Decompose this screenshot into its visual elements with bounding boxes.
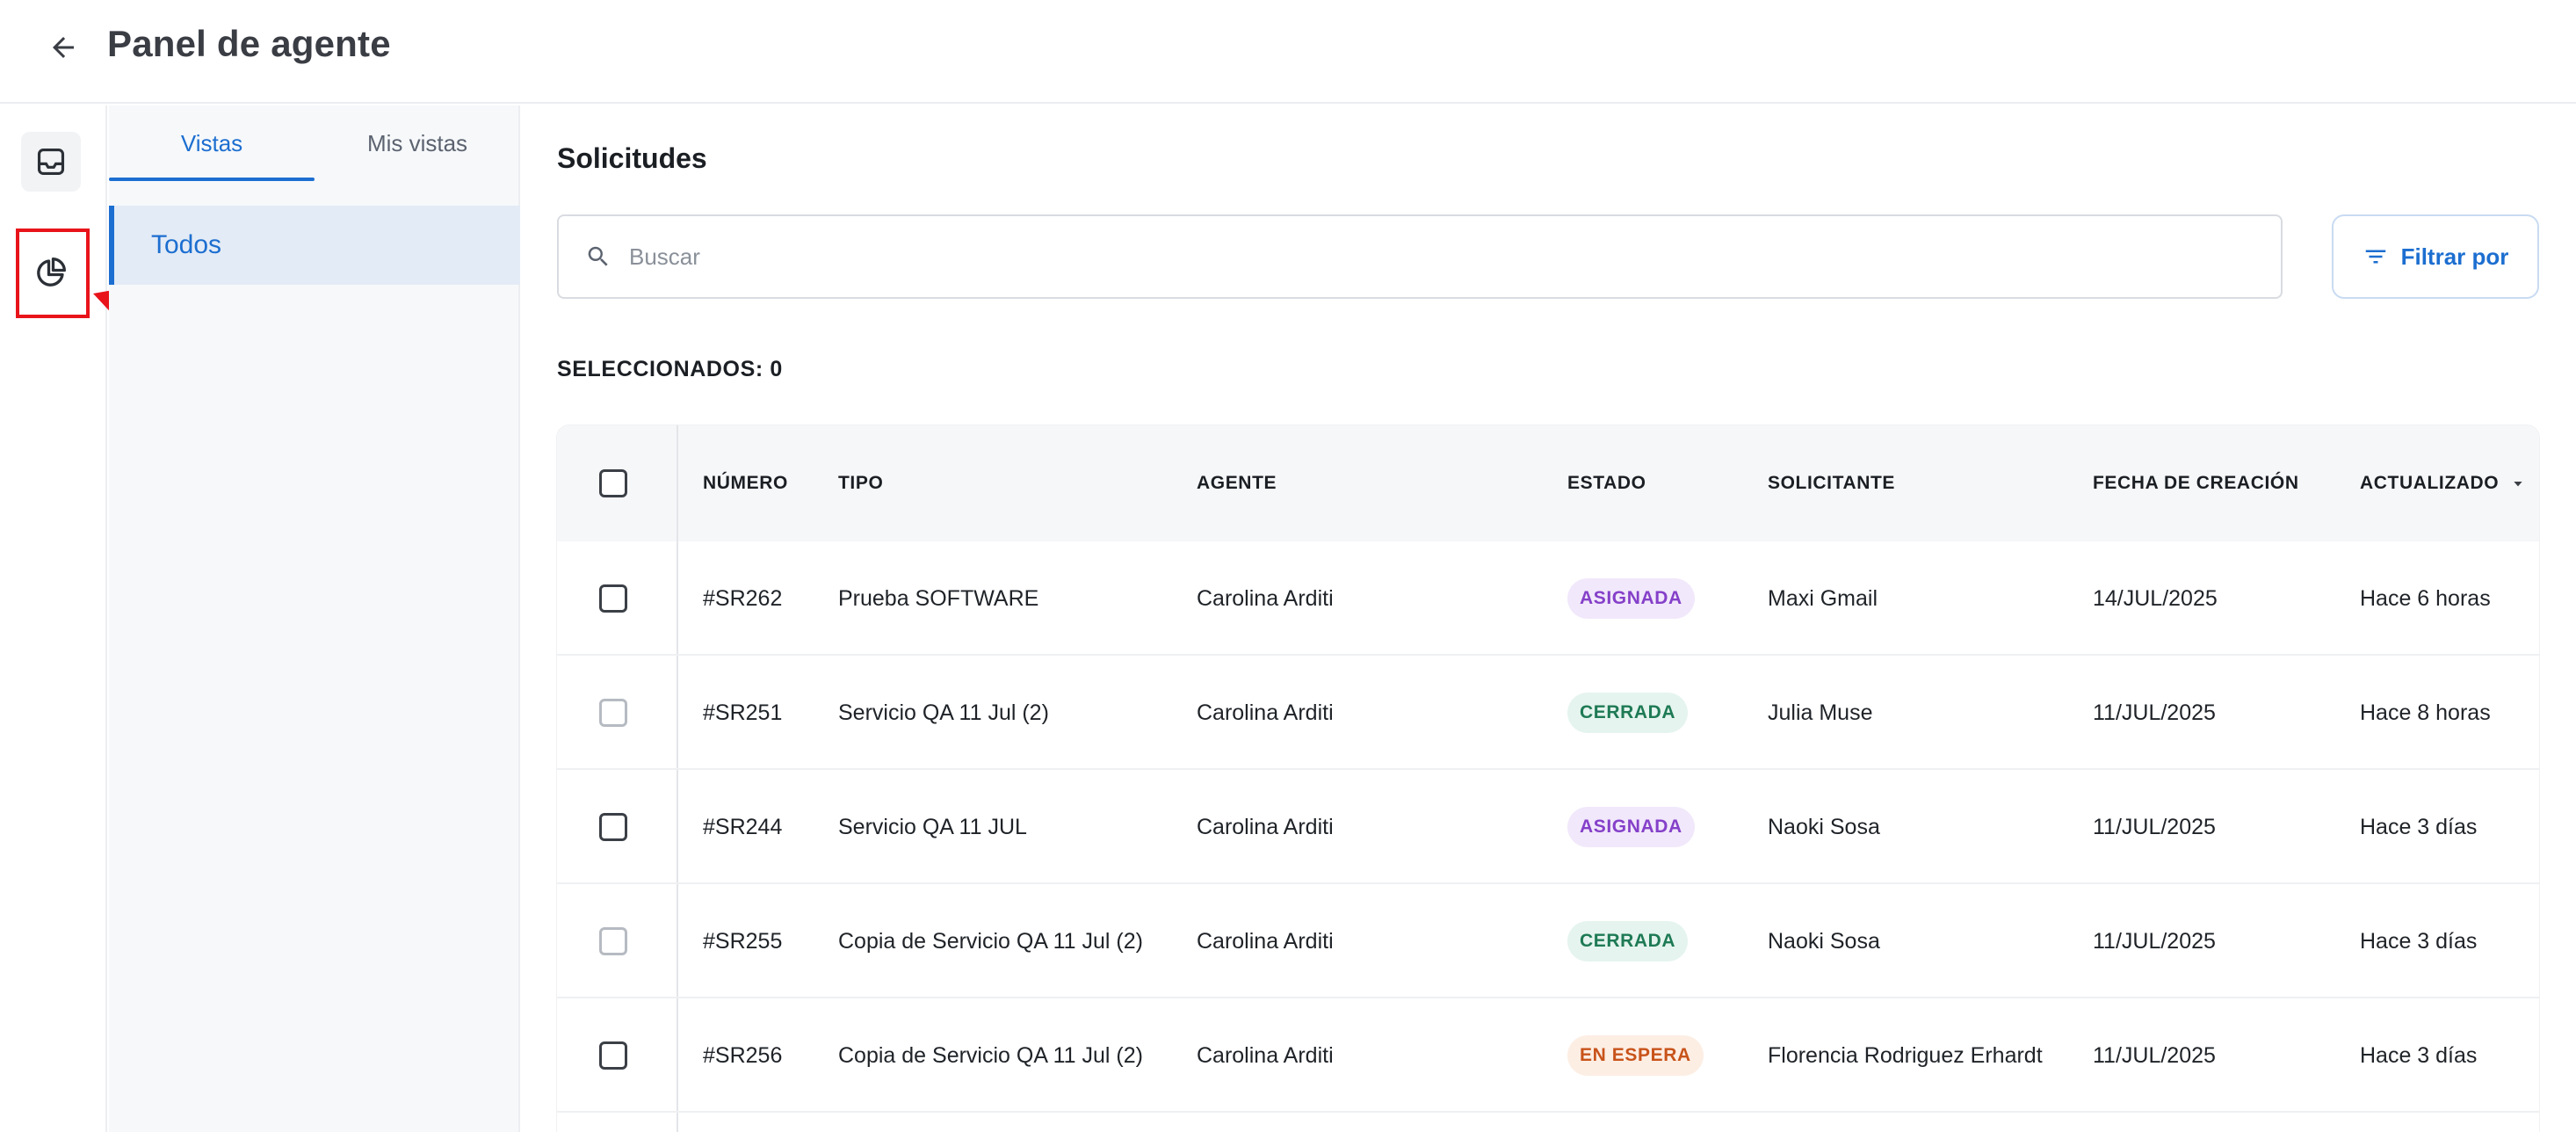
cell-solicitante: Florencia Rodriguez Erhardt (1768, 1042, 2043, 1068)
views-panel: Vistas Mis vistas Todos (109, 105, 520, 1132)
cell-agente: Carolina Arditi (1197, 814, 1334, 839)
cell-solicitante: Maxi Gmail (1768, 585, 1878, 611)
cell-solicitante: Julia Muse (1768, 700, 1873, 725)
cell-tipo: Servicio QA 11 Jul (2) (838, 700, 1049, 725)
row-checkbox[interactable] (599, 927, 627, 955)
sort-desc-icon[interactable] (2511, 476, 2525, 490)
section-title: Solicitudes (557, 142, 707, 174)
status-badge: EN ESPERA (1567, 1035, 1704, 1076)
row-checkbox-cell (599, 656, 627, 770)
page-title: Panel de agente (107, 23, 391, 64)
column-header-tipo[interactable]: TIPO (838, 473, 884, 493)
search-box (557, 214, 2283, 299)
cell-fecha: 11/JUL/2025 (2093, 700, 2216, 725)
table-row[interactable]: #SR256 Copia de Servicio QA 11 Jul (2) Car… (557, 998, 2539, 1113)
cell-agente: Carolina Arditi (1197, 1042, 1334, 1068)
cell-estado: ASIGNADA (1567, 541, 1695, 656)
status-badge: ASIGNADA (1567, 807, 1695, 847)
cell-fecha: 11/JUL/2025 (2093, 1042, 2216, 1068)
checkbox-column-divider (677, 425, 678, 1132)
column-header-numero[interactable]: NÚMERO (703, 473, 788, 493)
cell-fecha: 11/JUL/2025 (2093, 814, 2216, 839)
cell-numero: #SR255 (703, 928, 783, 954)
status-badge: CERRADA (1567, 693, 1689, 733)
row-checkbox-cell (599, 998, 627, 1113)
row-checkbox-cell (599, 541, 627, 656)
active-tab-indicator (109, 178, 315, 181)
table-header: NÚMERO TIPO AGENTE ESTADO SOLICITANTE FE… (557, 425, 2539, 541)
cell-actualizado: Hace 6 horas (2360, 585, 2491, 611)
cell-estado: ASIGNADA (1567, 770, 1695, 884)
row-checkbox[interactable] (599, 584, 627, 613)
filter-icon (2363, 243, 2389, 270)
cell-agente: Carolina Arditi (1197, 700, 1334, 725)
select-all-checkbox[interactable] (599, 469, 627, 497)
column-header-solicitante[interactable]: SOLICITANTE (1768, 473, 1896, 493)
view-item-todos[interactable]: Todos (109, 206, 520, 285)
cell-numero: #SR251 (703, 700, 783, 725)
cell-tipo: Prueba SOFTWARE (838, 585, 1039, 611)
table-row[interactable]: #SR255 Copia de Servicio QA 11 Jul (2) Car… (557, 884, 2539, 998)
row-checkbox[interactable] (599, 699, 627, 727)
cell-fecha: 14/JUL/2025 (2093, 585, 2218, 611)
row-checkbox[interactable] (599, 813, 627, 841)
column-header-actualizado[interactable]: ACTUALIZADO (2360, 425, 2525, 541)
table-row[interactable]: #SR244 Servicio QA 11 JUL Carolina Arditi N… (557, 770, 2539, 884)
icon-rail (0, 105, 107, 1132)
cell-estado: CERRADA (1567, 884, 1689, 998)
column-header-fecha[interactable]: FECHA DE CREACIÓN (2093, 473, 2299, 493)
tab-vistas[interactable]: Vistas (180, 129, 243, 156)
cell-fecha: 11/JUL/2025 (2093, 928, 2216, 954)
requests-table: NÚMERO TIPO AGENTE ESTADO SOLICITANTE FE… (557, 425, 2539, 1132)
column-header-actualizado-label: ACTUALIZADO (2360, 473, 2500, 493)
pie-chart-icon (37, 258, 67, 287)
selected-count: SELECCIONADOS: 0 (557, 357, 783, 381)
cell-actualizado: Hace 3 días (2360, 1042, 2478, 1068)
filter-button[interactable]: Filtrar por (2332, 214, 2539, 299)
cell-actualizado: Hace 8 horas (2360, 700, 2491, 725)
cell-estado: EN ESPERA (1567, 998, 1704, 1113)
back-button[interactable] (42, 26, 84, 69)
cell-solicitante: Naoki Sosa (1768, 814, 1880, 839)
row-checkbox-cell (599, 884, 627, 998)
cell-tipo: Copia de Servicio QA 11 Jul (2) (838, 1042, 1143, 1068)
row-checkbox[interactable] (599, 1041, 627, 1070)
main-content: Solicitudes Filtrar por SELECCIONADOS: 0… (522, 105, 2576, 1132)
rail-item-inbox[interactable] (21, 132, 81, 192)
cell-agente: Carolina Arditi (1197, 928, 1334, 954)
row-checkbox-cell (599, 770, 627, 884)
cell-actualizado: Hace 3 días (2360, 814, 2478, 839)
views-tabs: Vistas Mis vistas (109, 105, 520, 181)
cell-numero: #SR244 (703, 814, 783, 839)
rail-item-reports[interactable] (21, 243, 81, 302)
cell-agente: Carolina Arditi (1197, 585, 1334, 611)
tab-mis-vistas[interactable]: Mis vistas (366, 129, 468, 156)
cell-tipo: Servicio QA 11 JUL (838, 814, 1027, 839)
cell-tipo: Copia de Servicio QA 11 Jul (2) (838, 928, 1143, 954)
header-checkbox-cell (599, 425, 627, 541)
page-header: Panel de agente (0, 0, 2576, 104)
cell-numero: #SR256 (703, 1042, 783, 1068)
status-badge: ASIGNADA (1567, 578, 1695, 619)
arrow-left-icon (53, 37, 74, 58)
search-input[interactable] (629, 243, 2211, 271)
status-badge: CERRADA (1567, 921, 1689, 961)
filter-button-label: Filtrar por (2400, 243, 2509, 270)
search-icon (583, 242, 613, 272)
cell-actualizado: Hace 3 días (2360, 928, 2478, 954)
table-row[interactable]: #SR262 Prueba SOFTWARE Carolina Arditi Maxi… (557, 541, 2539, 656)
inbox-icon (37, 148, 65, 176)
table-row[interactable]: #SR251 Servicio QA 11 Jul (2) Carolina Ard… (557, 656, 2539, 770)
cell-numero: #SR262 (703, 585, 783, 611)
cell-solicitante: Naoki Sosa (1768, 928, 1880, 954)
column-header-estado[interactable]: ESTADO (1567, 473, 1646, 493)
column-header-agente[interactable]: AGENTE (1197, 473, 1277, 493)
cell-estado: CERRADA (1567, 656, 1689, 770)
